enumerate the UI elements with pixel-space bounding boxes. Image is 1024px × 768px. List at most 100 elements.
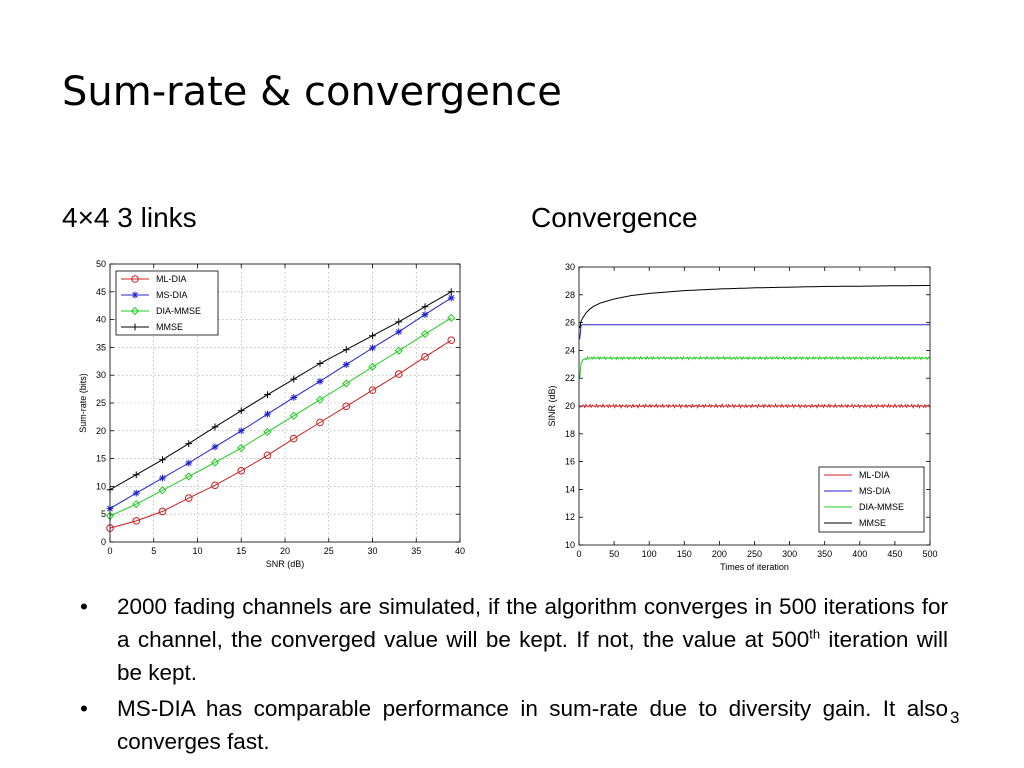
data-point [184, 494, 193, 502]
series-dia-mmse [579, 355, 931, 380]
subheading-convergence: Convergence [531, 202, 698, 233]
data-point [395, 328, 403, 336]
page-number: 3 [950, 708, 960, 727]
data-point [342, 361, 350, 369]
series-line [579, 402, 931, 409]
data-point [369, 332, 376, 340]
series-line [109, 339, 452, 529]
data-point [447, 294, 455, 302]
data-point [421, 303, 429, 311]
data-point [289, 411, 298, 420]
data-point [290, 375, 298, 383]
series-mmse [106, 288, 455, 494]
y-tick-label: 16 [565, 457, 575, 467]
data-point [158, 507, 167, 516]
data-point [342, 402, 351, 411]
data-point [421, 311, 429, 318]
data-point [447, 288, 455, 296]
x-tick-label: 0 [107, 546, 112, 556]
y-tick-label: 18 [565, 429, 575, 439]
data-point [159, 474, 166, 482]
data-point [132, 471, 140, 479]
data-point [131, 323, 139, 331]
legend-label: DIA-MMSE [859, 502, 904, 512]
plot-frame [109, 263, 461, 543]
data-point [132, 489, 140, 497]
bullet-item: • MS-DIA has comparable performance in s… [80, 692, 948, 758]
data-point [315, 395, 325, 404]
y-tick-label: 15 [96, 454, 106, 464]
series-line [109, 297, 452, 510]
data-point [130, 306, 140, 316]
data-point [420, 329, 430, 339]
bullet-symbol: • [80, 594, 88, 619]
data-point [342, 346, 350, 354]
data-point [263, 451, 272, 460]
bullet-superscript: th [809, 626, 821, 642]
series-line [579, 285, 930, 329]
subheading-links: 4×4 3 links [62, 202, 197, 233]
series-line [579, 324, 930, 340]
sum-rate-chart: 0 5 10 15 20 25 30 35 40 0 5 10 15 20 25 30 35 40 45 50 SNR … [78, 259, 465, 569]
data-point [210, 458, 220, 467]
legend-label: MS-DIA [156, 290, 188, 300]
data-point [394, 370, 403, 378]
data-point [159, 456, 166, 464]
x-tick-label: 50 [609, 549, 619, 559]
y-tick-label: 30 [565, 262, 575, 272]
plot-frame [578, 266, 931, 546]
x-tick-label: 10 [192, 546, 202, 556]
bullet-text: 2000 fading channels are simulated, if t… [117, 594, 948, 652]
x-tick-label: 100 [642, 549, 657, 559]
data-point [394, 346, 403, 355]
x-tick-label: 40 [455, 546, 465, 556]
data-point [369, 344, 376, 352]
x-tick-label: 500 [922, 549, 937, 559]
x-tick-label: 300 [782, 549, 797, 559]
x-tick-label: 0 [576, 549, 581, 559]
x-tick-label: 250 [747, 549, 762, 559]
y-tick-label: 30 [96, 370, 106, 380]
data-point [132, 500, 141, 509]
y-tick-label: 40 [96, 315, 106, 325]
y-tick-label: 20 [96, 426, 106, 436]
data-point [421, 353, 429, 361]
data-point [211, 481, 219, 490]
series-ms-dia [579, 324, 930, 340]
series-line [109, 291, 452, 491]
data-point [289, 434, 298, 443]
y-tick-label: 25 [96, 398, 106, 408]
data-point [395, 318, 403, 326]
series-ml-dia [579, 402, 931, 409]
data-point [316, 418, 324, 427]
data-point [184, 472, 193, 481]
legend-label: ML-DIA [156, 274, 187, 284]
data-point [368, 362, 377, 371]
x-tick-label: 350 [817, 549, 832, 559]
x-axis-label: Times of iteration [720, 562, 789, 572]
legend-label: ML-DIA [859, 470, 890, 480]
y-tick-label: 0 [101, 537, 106, 547]
data-point [264, 410, 271, 418]
series-line [109, 317, 452, 517]
y-axis-label: Sum-rate (bits) [78, 373, 88, 433]
data-point [158, 486, 167, 495]
data-point [237, 467, 246, 475]
y-tick-label: 14 [565, 484, 575, 494]
x-tick-label: 25 [324, 546, 334, 556]
bullet-list: • 2000 fading channels are simulated, if… [80, 590, 948, 761]
data-point [131, 275, 139, 283]
data-point [368, 386, 377, 395]
convergence-chart: 0 50 100 150 200 250 300 350 400 450 500 10 12 14 16 18… [547, 262, 938, 572]
y-tick-label: 28 [565, 290, 575, 300]
x-tick-label: 15 [236, 546, 246, 556]
bullet-text: MS-DIA has comparable performance in sum… [117, 696, 948, 754]
x-tick-label: 400 [852, 549, 867, 559]
y-axis-label: SINR (dB) [547, 385, 557, 426]
data-point [237, 443, 246, 453]
slide-title: Sum-rate & convergence [62, 69, 562, 115]
data-point [185, 440, 193, 447]
series-mmse [579, 285, 930, 329]
bullet-item: • 2000 fading channels are simulated, if… [80, 590, 948, 689]
y-tick-label: 12 [565, 512, 575, 522]
